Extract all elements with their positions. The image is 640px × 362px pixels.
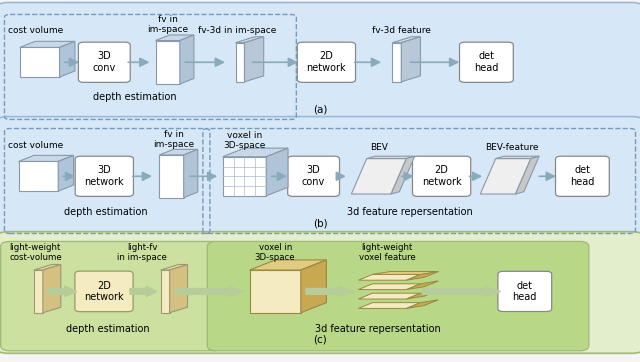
Text: det
head: det head: [474, 51, 499, 73]
Polygon shape: [20, 47, 60, 77]
Polygon shape: [161, 265, 188, 270]
Polygon shape: [351, 159, 406, 194]
FancyBboxPatch shape: [76, 156, 134, 196]
FancyBboxPatch shape: [0, 232, 640, 353]
Text: (c): (c): [313, 335, 327, 345]
Polygon shape: [244, 37, 264, 82]
FancyArrow shape: [130, 286, 157, 296]
FancyArrow shape: [306, 286, 354, 296]
Text: 3D
conv: 3D conv: [93, 51, 116, 73]
Text: det
head: det head: [570, 165, 595, 187]
Polygon shape: [250, 260, 326, 270]
Polygon shape: [58, 155, 74, 191]
Polygon shape: [156, 41, 180, 84]
FancyBboxPatch shape: [298, 42, 356, 83]
Polygon shape: [266, 148, 288, 196]
Polygon shape: [391, 156, 415, 194]
FancyArrow shape: [47, 286, 77, 296]
Text: 2D
network: 2D network: [307, 51, 346, 73]
FancyBboxPatch shape: [1, 241, 222, 351]
Text: cost volume: cost volume: [8, 26, 63, 35]
Polygon shape: [516, 156, 540, 194]
Polygon shape: [367, 156, 415, 159]
Polygon shape: [406, 272, 438, 280]
Text: depth estimation: depth estimation: [66, 324, 149, 334]
Polygon shape: [223, 148, 288, 157]
FancyBboxPatch shape: [0, 117, 640, 238]
FancyArrow shape: [175, 286, 244, 296]
FancyBboxPatch shape: [412, 156, 471, 196]
Polygon shape: [20, 41, 75, 47]
Text: BEV-feature: BEV-feature: [485, 143, 539, 152]
FancyBboxPatch shape: [75, 271, 133, 312]
Text: voxel in
3D-space: voxel in 3D-space: [255, 243, 296, 262]
Text: 3D
conv: 3D conv: [302, 165, 325, 187]
Polygon shape: [170, 265, 188, 313]
Polygon shape: [180, 35, 194, 84]
Polygon shape: [236, 43, 244, 82]
FancyBboxPatch shape: [79, 42, 131, 83]
Text: depth estimation: depth estimation: [93, 92, 176, 102]
Text: det
head: det head: [513, 281, 537, 302]
Polygon shape: [301, 260, 326, 313]
FancyBboxPatch shape: [498, 272, 552, 311]
Polygon shape: [34, 270, 43, 313]
Text: depth estimation: depth estimation: [64, 207, 147, 217]
Polygon shape: [358, 303, 420, 308]
Text: BEV: BEV: [371, 143, 388, 152]
Text: (b): (b): [313, 219, 327, 229]
Text: fv in
im-space: fv in im-space: [147, 14, 188, 34]
FancyBboxPatch shape: [0, 3, 640, 124]
Text: 3D
network: 3D network: [84, 165, 124, 187]
FancyBboxPatch shape: [556, 156, 609, 196]
Polygon shape: [236, 37, 264, 43]
Polygon shape: [496, 156, 540, 159]
Polygon shape: [481, 159, 531, 194]
Text: fv in
im-space: fv in im-space: [154, 130, 195, 149]
Text: light-weight
voxel feature: light-weight voxel feature: [359, 243, 415, 262]
Text: 3d feature repersentation: 3d feature repersentation: [315, 324, 440, 334]
FancyBboxPatch shape: [207, 241, 589, 351]
Polygon shape: [392, 43, 401, 82]
Text: light-fv
in im-space: light-fv in im-space: [117, 243, 167, 262]
Polygon shape: [250, 270, 301, 313]
Polygon shape: [60, 41, 75, 77]
FancyArrow shape: [422, 286, 500, 296]
Text: light-weight
cost-volume: light-weight cost-volume: [10, 243, 62, 262]
Polygon shape: [372, 272, 438, 274]
Polygon shape: [19, 161, 58, 191]
FancyBboxPatch shape: [288, 156, 339, 196]
Polygon shape: [358, 274, 420, 280]
Polygon shape: [406, 290, 438, 299]
Text: cost volume: cost volume: [8, 141, 63, 150]
Polygon shape: [19, 155, 74, 161]
Polygon shape: [184, 150, 198, 198]
Text: voxel in
3D-space: voxel in 3D-space: [223, 131, 266, 150]
Text: fv-3d in im-space: fv-3d in im-space: [198, 26, 276, 35]
Text: fv-3d feature: fv-3d feature: [372, 26, 431, 35]
Polygon shape: [159, 150, 198, 155]
Polygon shape: [34, 265, 61, 270]
FancyBboxPatch shape: [460, 42, 513, 83]
Text: 2D
network: 2D network: [422, 165, 461, 187]
Polygon shape: [43, 265, 61, 313]
Text: 3d feature repersentation: 3d feature repersentation: [347, 207, 472, 217]
Polygon shape: [223, 157, 266, 196]
Polygon shape: [156, 35, 194, 41]
Polygon shape: [406, 300, 438, 308]
Polygon shape: [358, 293, 420, 299]
Polygon shape: [161, 270, 170, 313]
Polygon shape: [401, 37, 420, 82]
Polygon shape: [358, 284, 420, 290]
Polygon shape: [406, 281, 438, 290]
Text: 2D
network: 2D network: [84, 281, 124, 302]
Polygon shape: [159, 155, 184, 198]
Text: (a): (a): [313, 105, 327, 115]
Polygon shape: [392, 37, 420, 43]
